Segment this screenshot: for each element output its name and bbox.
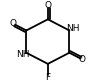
Text: NH: NH [16, 50, 30, 59]
Text: O: O [44, 1, 51, 10]
Text: NH: NH [66, 24, 79, 33]
Text: O: O [10, 19, 17, 28]
Text: O: O [79, 55, 86, 64]
Text: F: F [45, 73, 50, 82]
